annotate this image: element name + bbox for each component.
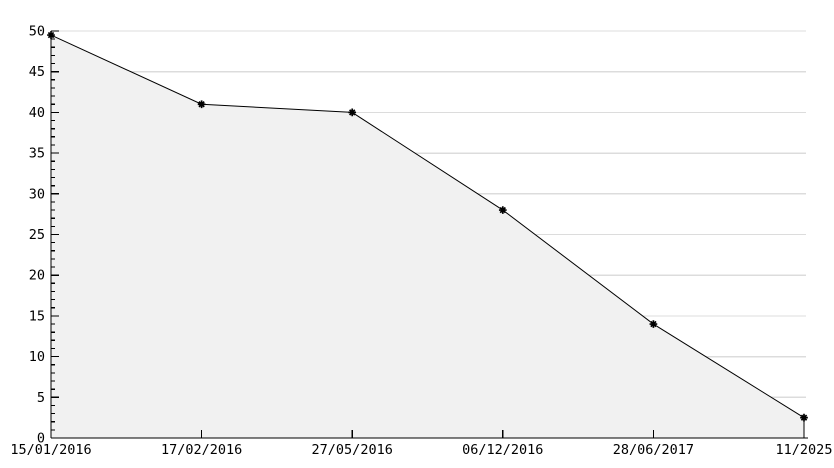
y-tick-label: 15: [29, 308, 45, 324]
data-point-marker: [649, 320, 658, 328]
y-tick-label: 25: [29, 227, 45, 243]
x-tick-label: 28/06/2017: [613, 442, 694, 458]
y-tick-label: 45: [29, 64, 45, 80]
x-tick-label: 27/05/2016: [312, 442, 393, 458]
x-tick-label: 06/12/2016: [462, 442, 543, 458]
data-point-marker: [800, 413, 808, 422]
y-tick-label: 30: [29, 186, 45, 202]
y-tick-label: 35: [29, 146, 45, 162]
y-tick-label: 5: [37, 390, 45, 406]
y-tick-label: 0: [37, 431, 45, 447]
x-tick-label: 17/02/2016: [161, 442, 242, 458]
x-tick-label: 11/2025: [776, 442, 833, 458]
y-tick-label: 50: [29, 24, 45, 40]
area-fill: [51, 35, 804, 438]
data-point-marker: [498, 206, 507, 214]
y-tick-label: 20: [29, 268, 45, 284]
y-tick-label: 40: [29, 105, 45, 121]
x-tick-label: 15/01/2016: [10, 442, 91, 458]
data-point-marker: [348, 108, 357, 117]
data-point-marker: [197, 100, 206, 109]
y-tick-label: 10: [29, 349, 45, 365]
